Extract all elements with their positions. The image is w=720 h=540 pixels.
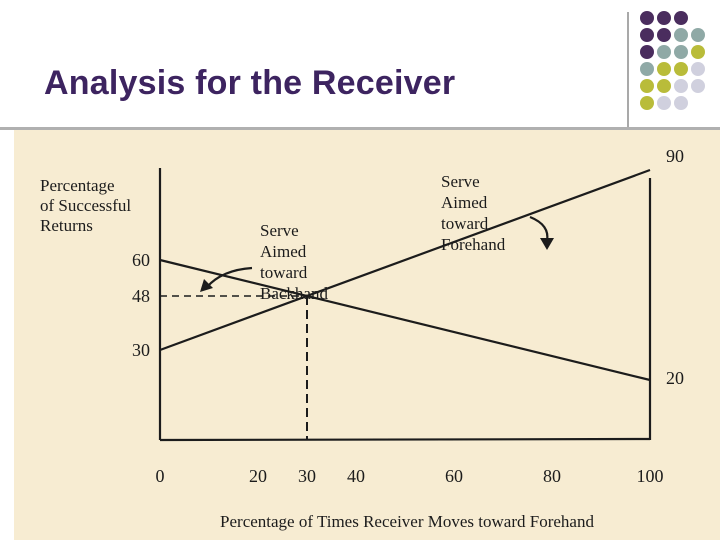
decor-dot bbox=[640, 28, 654, 42]
backhand-annotation-line: Aimed bbox=[260, 242, 307, 261]
ylabel-line-1: Percentage bbox=[40, 176, 115, 195]
title-vertical-divider bbox=[627, 12, 629, 130]
x-tick-label: 30 bbox=[298, 466, 316, 486]
decorative-dot-grid bbox=[640, 11, 705, 110]
backhand-annotation-line: Backhand bbox=[260, 284, 328, 303]
decor-dot bbox=[674, 45, 688, 59]
decor-dot bbox=[640, 45, 654, 59]
x-axis bbox=[159, 437, 651, 442]
forehand-annotation-line: toward bbox=[441, 214, 489, 233]
x-tick-label: 60 bbox=[445, 466, 463, 486]
decor-dot bbox=[674, 96, 688, 110]
series-line-forehand bbox=[159, 168, 651, 352]
decor-dot bbox=[674, 11, 688, 25]
ylabel-line-3: Returns bbox=[40, 216, 93, 235]
decor-dot bbox=[640, 79, 654, 93]
series-line-backhand bbox=[159, 258, 651, 382]
decor-dot bbox=[657, 79, 671, 93]
decor-dot bbox=[657, 11, 671, 25]
backhand-arrowhead bbox=[200, 279, 213, 292]
decor-dot bbox=[674, 62, 688, 76]
y-value-label-right: 20 bbox=[666, 368, 684, 388]
decor-dot bbox=[640, 11, 654, 25]
forehand-arrow bbox=[529, 215, 549, 242]
forehand-annotation-line: Serve bbox=[441, 172, 480, 191]
y-value-label-right: 90 bbox=[666, 146, 684, 166]
decor-dot bbox=[657, 96, 671, 110]
forehand-annotation-line: Forehand bbox=[441, 235, 506, 254]
x-tick-label: 100 bbox=[637, 466, 664, 486]
decor-dot bbox=[691, 45, 705, 59]
decor-dot bbox=[657, 28, 671, 42]
chart-marks: 0 20 30 40 60 80 100 60 48 30 90 20 Serve Aimed toward… bbox=[132, 146, 684, 486]
decor-dot bbox=[674, 79, 688, 93]
y-value-label-left: 30 bbox=[132, 340, 150, 360]
backhand-annotation-line: Serve bbox=[260, 221, 299, 240]
decor-dot bbox=[674, 28, 688, 42]
backhand-arrow bbox=[206, 266, 253, 288]
decor-dot bbox=[640, 96, 654, 110]
decor-dot bbox=[640, 62, 654, 76]
x-tick-label: 0 bbox=[156, 466, 165, 486]
scanned-figure-background bbox=[14, 130, 720, 540]
y-value-label-left: 60 bbox=[132, 250, 150, 270]
decor-dot bbox=[657, 62, 671, 76]
slide-title: Analysis for the Receiver bbox=[44, 64, 456, 102]
x-tick-label: 20 bbox=[249, 466, 267, 486]
x-tick-label: 40 bbox=[347, 466, 365, 486]
x-tick-label: 80 bbox=[543, 466, 561, 486]
decor-dot bbox=[691, 28, 705, 42]
ylabel-line-2: of Successful bbox=[40, 196, 131, 215]
forehand-arrowhead bbox=[540, 238, 554, 250]
decor-dot bbox=[657, 45, 671, 59]
y-value-label-left: 48 bbox=[132, 286, 150, 306]
title-horizontal-divider bbox=[0, 127, 720, 130]
decor-dot bbox=[691, 62, 705, 76]
ylabel-group: Percentage of Successful Returns bbox=[40, 176, 131, 235]
decor-dot bbox=[691, 79, 705, 93]
backhand-annotation-line: toward bbox=[260, 263, 308, 282]
x-axis-label: Percentage of Times Receiver Moves towar… bbox=[220, 512, 594, 531]
forehand-annotation-line: Aimed bbox=[441, 193, 488, 212]
